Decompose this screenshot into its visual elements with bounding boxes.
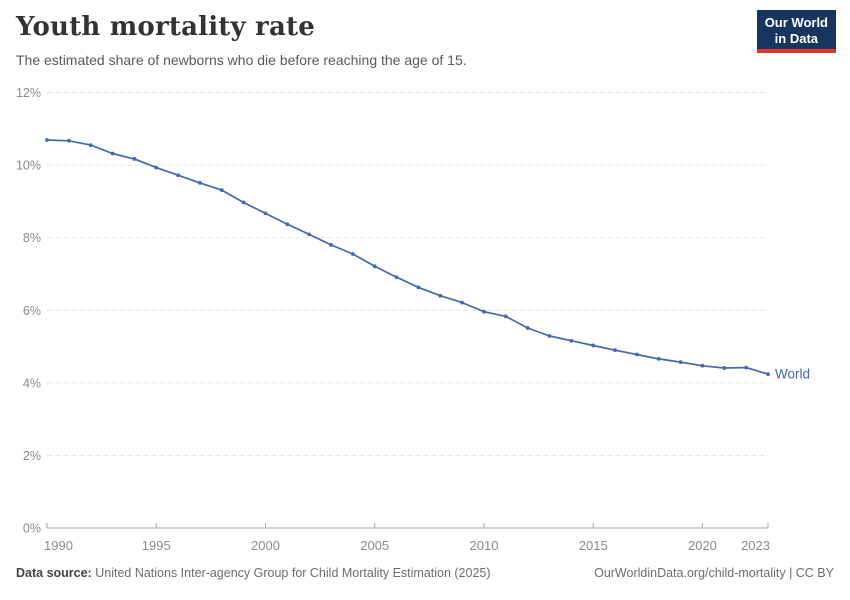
x-axis-tick-label: 2023 [741, 538, 770, 553]
y-axis-tick-label: 12% [16, 86, 41, 100]
owid-logo[interactable]: Our World in Data [756, 10, 836, 54]
data-point-marker [132, 157, 137, 161]
data-point-marker [198, 180, 202, 185]
data-point-marker [154, 165, 159, 170]
x-axis-tick-label: 2000 [251, 538, 280, 553]
data-point-marker [744, 365, 749, 370]
data-point-marker [350, 252, 355, 256]
data-source-label: Data source: [16, 566, 92, 580]
chart-subtitle: The estimated share of newborns who die … [16, 52, 467, 68]
data-point-marker [722, 366, 727, 370]
data-point-marker [525, 326, 530, 330]
x-axis-tick-label: 1995 [142, 538, 171, 553]
data-source-note: Data source: United Nations Inter-agency… [16, 566, 491, 580]
data-point-marker [394, 275, 399, 280]
data-point-marker [45, 138, 49, 142]
data-point-marker [635, 352, 639, 357]
data-point-marker [591, 343, 596, 348]
data-point-marker [263, 211, 268, 216]
x-axis-tick-label: 2020 [688, 538, 717, 553]
y-axis-tick-label: 10% [16, 159, 41, 173]
data-point-marker [219, 188, 224, 193]
y-axis-tick-label: 8% [23, 231, 41, 245]
data-point-marker [503, 314, 508, 319]
data-point-marker [482, 309, 486, 314]
world-series-line [46, 139, 769, 375]
data-point-marker [110, 151, 115, 156]
data-point-marker [88, 143, 93, 148]
owid-url-link[interactable]: OurWorldinData.org/child-mortality | CC … [594, 566, 834, 580]
data-point-marker [766, 372, 770, 377]
data-source-text: United Nations Inter-agency Group for Ch… [95, 566, 491, 580]
series-end-label: World [775, 367, 810, 382]
y-axis-tick-label: 2% [23, 449, 41, 463]
data-point-marker [678, 360, 683, 365]
data-point-marker [460, 300, 465, 305]
data-point-marker [307, 232, 312, 237]
page-title: Youth mortality rate [16, 12, 315, 42]
y-axis-tick-label: 6% [23, 304, 41, 318]
data-point-marker [66, 138, 71, 143]
x-axis-tick-label: 2005 [360, 538, 389, 553]
chart-footer: Data source: United Nations Inter-agency… [16, 566, 834, 580]
y-axis-tick-label: 4% [23, 376, 41, 390]
data-point-marker [613, 348, 617, 353]
data-point-marker [569, 338, 574, 343]
owid-logo-line1: Our World [764, 15, 828, 30]
data-point-marker [372, 264, 377, 269]
data-point-marker [700, 363, 705, 368]
data-point-marker [329, 243, 333, 247]
data-point-marker [241, 200, 246, 205]
x-axis-tick-label: 1990 [44, 538, 73, 553]
data-point-marker [176, 173, 180, 178]
data-point-marker [285, 222, 290, 227]
data-point-marker [438, 293, 443, 298]
owid-logo-line2: in Data [774, 30, 819, 46]
data-point-marker [656, 356, 661, 361]
y-axis-tick-label: 0% [23, 522, 41, 536]
x-axis-tick-label: 2010 [470, 538, 499, 553]
data-point-marker [547, 334, 552, 338]
data-point-marker [416, 285, 421, 290]
x-axis-tick-label: 2015 [579, 538, 608, 553]
